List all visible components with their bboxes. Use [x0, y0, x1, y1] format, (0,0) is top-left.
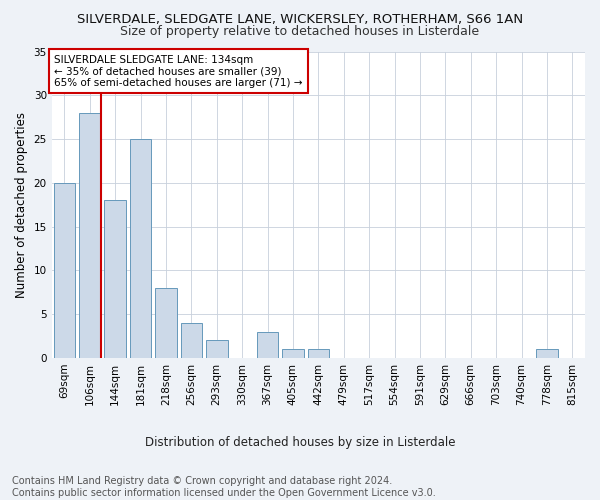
Text: SILVERDALE, SLEDGATE LANE, WICKERSLEY, ROTHERHAM, S66 1AN: SILVERDALE, SLEDGATE LANE, WICKERSLEY, R…: [77, 12, 523, 26]
Bar: [79, 113, 101, 358]
Bar: [53, 183, 75, 358]
Text: Contains HM Land Registry data © Crown copyright and database right 2024.
Contai: Contains HM Land Registry data © Crown c…: [12, 476, 436, 498]
Bar: [257, 332, 278, 358]
Bar: [130, 139, 151, 358]
Text: SILVERDALE SLEDGATE LANE: 134sqm
← 35% of detached houses are smaller (39)
65% o: SILVERDALE SLEDGATE LANE: 134sqm ← 35% o…: [55, 54, 303, 88]
Bar: [308, 350, 329, 358]
Text: Distribution of detached houses by size in Listerdale: Distribution of detached houses by size …: [145, 436, 455, 449]
Bar: [536, 350, 557, 358]
Bar: [155, 288, 177, 358]
Bar: [181, 323, 202, 358]
Text: Size of property relative to detached houses in Listerdale: Size of property relative to detached ho…: [121, 25, 479, 38]
Y-axis label: Number of detached properties: Number of detached properties: [15, 112, 28, 298]
Bar: [282, 350, 304, 358]
Bar: [206, 340, 227, 358]
Bar: [104, 200, 126, 358]
